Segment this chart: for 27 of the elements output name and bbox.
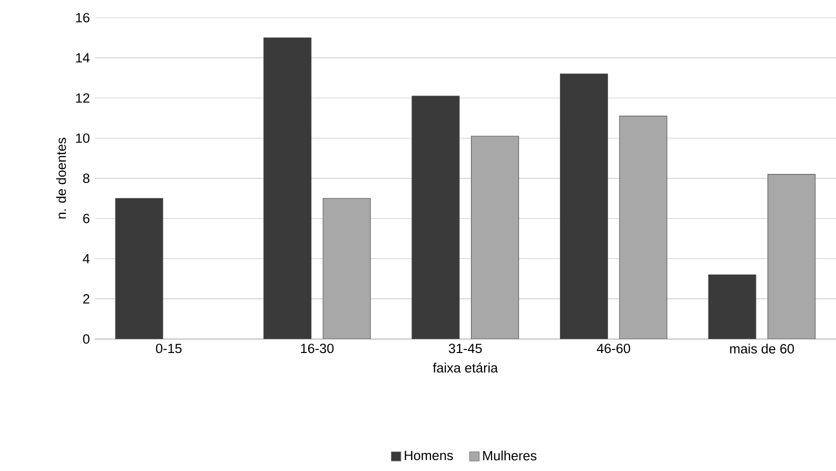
y-tick-label: 2 — [83, 294, 90, 304]
bar — [471, 136, 519, 339]
y-tick-label: 10 — [76, 133, 90, 143]
bar — [560, 74, 608, 339]
x-tick-label: 0-15 — [156, 344, 182, 354]
y-tick-label: 6 — [83, 214, 90, 224]
bar — [708, 274, 756, 339]
bar — [619, 116, 668, 339]
y-tick-label: 16 — [76, 12, 90, 22]
x-tick-label: 16-30 — [301, 344, 334, 354]
legend-label: Homens — [404, 450, 453, 460]
bar — [115, 198, 164, 339]
y-axis-title: n. de doentes — [56, 138, 66, 218]
x-tick-label: 46-60 — [596, 344, 630, 354]
bar — [322, 198, 371, 339]
bar — [412, 96, 460, 339]
y-tick-label: 0 — [83, 334, 90, 344]
x-tick-label: 31-45 — [448, 344, 482, 354]
x-tick-label: mais de 60 — [730, 344, 794, 354]
x-axis-title: faixa etária — [432, 362, 498, 373]
y-tick-label: 4 — [82, 254, 90, 264]
y-tick-label: 12 — [76, 93, 90, 103]
y-tick-label: 14 — [76, 53, 90, 62]
legend-label: Mulheres — [483, 450, 536, 460]
y-tick-label: 8 — [83, 174, 90, 184]
bar — [768, 174, 816, 339]
bar — [263, 37, 312, 339]
